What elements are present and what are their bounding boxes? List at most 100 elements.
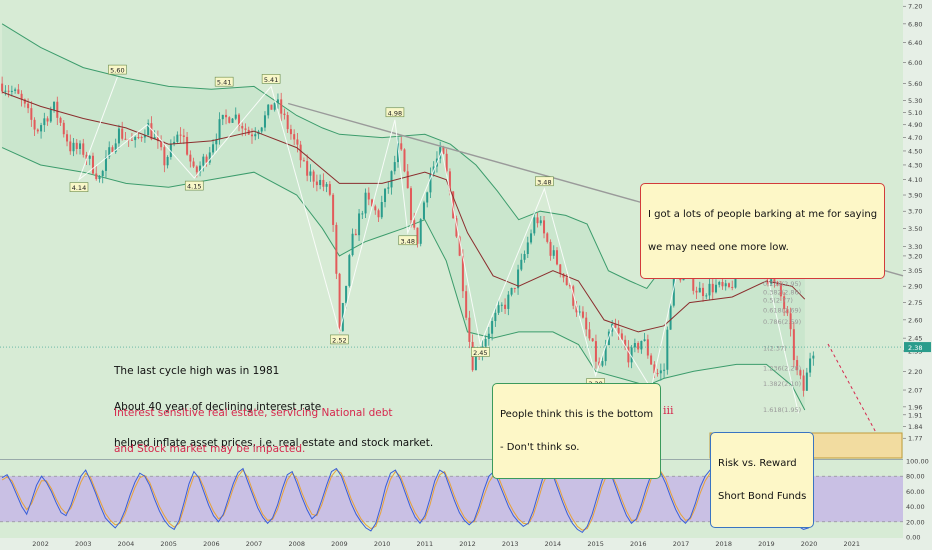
candle xyxy=(69,134,72,155)
candle xyxy=(637,341,640,353)
price-axis-label: 2.20 xyxy=(908,368,922,376)
wave-pivot-box xyxy=(214,76,234,87)
candle-body xyxy=(338,273,341,331)
candle xyxy=(802,369,805,397)
candle xyxy=(114,138,117,154)
candle-body xyxy=(809,358,812,373)
candle xyxy=(7,84,10,98)
price-axis-label: 1.84 xyxy=(908,423,922,431)
wave-pivot-text: 2.45 xyxy=(473,349,487,357)
wave-pivot-box xyxy=(69,182,89,192)
candle xyxy=(186,132,189,156)
candle xyxy=(724,279,727,291)
candle xyxy=(322,173,325,192)
candle xyxy=(91,152,94,175)
candle-body xyxy=(195,166,198,173)
candle-body xyxy=(770,279,773,284)
candle-body xyxy=(319,179,322,186)
candle-body xyxy=(565,277,568,285)
candle-body xyxy=(539,220,542,224)
impact-note-line-1: Interest sensitive real estate, servicin… xyxy=(114,407,393,419)
candle xyxy=(46,116,49,126)
candle-body xyxy=(85,154,88,159)
candle xyxy=(500,302,503,312)
candle xyxy=(555,247,559,266)
candle xyxy=(234,107,237,121)
time-axis-label: 2008 xyxy=(288,540,305,548)
candle xyxy=(455,215,458,239)
candle xyxy=(121,121,124,141)
candle-body xyxy=(568,284,571,287)
last-price-tag xyxy=(904,342,931,353)
candle-body xyxy=(234,114,237,119)
candle-body xyxy=(95,173,98,180)
barking-callout-line-2: we may need one more low. xyxy=(648,242,789,253)
candle xyxy=(79,140,82,155)
price-axis-label: 3.05 xyxy=(908,267,922,275)
candle-body xyxy=(130,139,133,141)
price-axis-label: 6.80 xyxy=(908,20,922,28)
time-axis-label: 2016 xyxy=(630,540,647,548)
wave-pivot-box xyxy=(184,180,204,191)
candle xyxy=(280,92,283,122)
candle-body xyxy=(374,206,377,211)
candle-body xyxy=(419,219,422,244)
price-axis-label: 3.70 xyxy=(908,208,922,216)
candle-body xyxy=(124,138,127,140)
price-axis-label: 2.75 xyxy=(908,299,922,307)
candle-body xyxy=(358,213,361,236)
candle xyxy=(153,130,156,140)
candle xyxy=(309,164,312,182)
candle-body xyxy=(289,129,292,135)
candle-body xyxy=(617,327,620,334)
price-axis-label: 2.60 xyxy=(908,316,922,324)
candle-body xyxy=(458,236,461,256)
candle-body xyxy=(413,220,416,228)
candle-body xyxy=(299,144,302,161)
candle-body xyxy=(293,134,296,140)
candle-body xyxy=(367,192,370,200)
candle-body xyxy=(270,104,273,110)
candle-body xyxy=(396,143,400,163)
wave-pivot-label: 3.48 xyxy=(535,176,554,186)
candle xyxy=(504,298,507,315)
candle xyxy=(212,139,215,156)
candle-body xyxy=(439,147,442,159)
candle xyxy=(101,169,104,184)
candle-body xyxy=(513,287,516,289)
wave-pivot-text: 4.15 xyxy=(187,183,201,191)
candle-body xyxy=(377,210,380,218)
candle-body xyxy=(779,284,782,297)
candle-body xyxy=(328,184,331,195)
price-axis-label: 4.10 xyxy=(908,176,922,184)
candle-body xyxy=(653,364,656,374)
candle-body xyxy=(718,282,721,285)
candle xyxy=(465,285,468,321)
candle xyxy=(108,141,111,160)
stochastic-axis-label: 80.00 xyxy=(906,473,925,481)
candle-body xyxy=(497,305,500,313)
time-axis-label: 2004 xyxy=(118,540,135,548)
price-axis-label: 5.30 xyxy=(908,97,922,105)
candle xyxy=(546,232,549,244)
candle-body xyxy=(640,340,643,350)
candle xyxy=(62,120,65,138)
candle xyxy=(384,188,387,208)
candle-body xyxy=(445,153,448,172)
candle xyxy=(666,326,669,375)
candle-body xyxy=(30,108,33,120)
candle xyxy=(387,181,390,194)
candle xyxy=(4,85,7,96)
candle-body xyxy=(91,155,94,174)
wave-pivot-text: 5.41 xyxy=(264,76,278,84)
candle xyxy=(328,181,331,197)
candle-body xyxy=(526,242,529,255)
candle xyxy=(66,130,69,147)
candle xyxy=(267,104,270,119)
candle-body xyxy=(543,220,546,234)
candle xyxy=(594,334,597,369)
candle xyxy=(348,253,351,288)
cycle-note: The last cycle high was in 1981 About 40… xyxy=(114,341,433,473)
candle xyxy=(182,128,185,145)
candle-body xyxy=(604,345,607,362)
